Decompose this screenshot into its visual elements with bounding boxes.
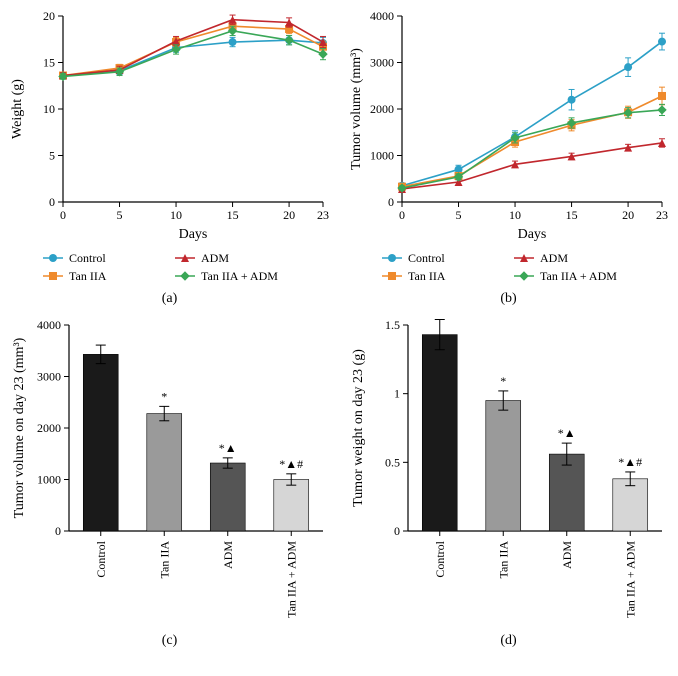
svg-text:Days: Days — [178, 227, 207, 242]
svg-text:ADM: ADM — [559, 541, 573, 569]
svg-text:Control: Control — [432, 540, 446, 577]
panel-d-tag: (d) — [500, 633, 516, 649]
bar-tumor-weight-day23: 0 0.5 1 1.5 Tumor weight on day 23 (g) Contro… — [344, 311, 674, 631]
svg-text:1000: 1000 — [370, 149, 394, 163]
panel-b: 0 5 10 15 20 23 0 1000 2000 3000 4000 Days Tumor vol… — [339, 0, 678, 307]
panel-c: 0 1000 2000 3000 4000 Tumor volume on day 23 … — [0, 307, 339, 649]
chart-weight-vs-days: 0 5 10 15 20 23 0 5 10 15 20 Days Weight (g) — [5, 4, 335, 244]
figure-grid: 051015202305101520DaysWeight (g) Control… — [0, 0, 678, 649]
svg-text:20: 20 — [43, 9, 55, 23]
svg-text:1.5: 1.5 — [385, 318, 400, 332]
chart-tumor-volume-vs-days: 0 5 10 15 20 23 0 1000 2000 3000 4000 Days Tumor vol… — [344, 4, 674, 244]
svg-text:20: 20 — [283, 208, 295, 222]
legend-a: Control Tan IIA ADM Tan IIA + ADM — [5, 244, 335, 289]
svg-text:*: * — [161, 389, 167, 403]
panel-c-tag: (c) — [162, 633, 178, 649]
svg-text:10: 10 — [170, 208, 182, 222]
svg-text:0: 0 — [399, 208, 405, 222]
svg-text:0: 0 — [55, 524, 61, 538]
svg-text:0: 0 — [388, 195, 394, 209]
bar-tumor-volume-day23: 0 1000 2000 3000 4000 Tumor volume on day 23 … — [5, 311, 335, 631]
svg-text:15: 15 — [43, 56, 55, 70]
svg-text:Tumor volume on day 23 (mm³): Tumor volume on day 23 (mm³) — [12, 337, 27, 518]
svg-text:*▲: *▲ — [557, 426, 575, 440]
panel-d: 0 0.5 1 1.5 Tumor weight on day 23 (g) Contro… — [339, 307, 678, 649]
svg-text:4000: 4000 — [37, 318, 61, 332]
svg-text:23: 23 — [656, 208, 668, 222]
svg-text:*: * — [500, 374, 506, 388]
svg-text:0: 0 — [49, 195, 55, 209]
panel-a: 0 5 10 15 20 23 0 5 10 15 20 Days Weight (g) Control… — [0, 0, 339, 307]
svg-text:Tan IIA: Tan IIA — [157, 541, 171, 579]
svg-text:3000: 3000 — [370, 56, 394, 70]
svg-text:Tan IIA + ADM: Tan IIA + ADM — [201, 269, 278, 283]
svg-text:5: 5 — [49, 149, 55, 163]
legend-b: Control Tan IIA ADM Tan IIA + ADM — [344, 244, 674, 289]
svg-text:Tan IIA: Tan IIA — [69, 269, 107, 283]
svg-text:Control: Control — [69, 251, 106, 265]
svg-text:*▲#: *▲# — [618, 455, 642, 469]
svg-text:*▲: *▲ — [218, 441, 236, 455]
panel-b-tag: (b) — [500, 291, 516, 307]
svg-text:23: 23 — [317, 208, 329, 222]
svg-text:ADM: ADM — [201, 251, 229, 265]
svg-text:0: 0 — [60, 208, 66, 222]
svg-text:Control: Control — [408, 251, 445, 265]
svg-text:10: 10 — [43, 102, 55, 116]
svg-text:Control: Control — [93, 540, 107, 577]
svg-text:5: 5 — [116, 208, 122, 222]
svg-text:Tumor weight on day 23 (g): Tumor weight on day 23 (g) — [351, 349, 366, 507]
svg-text:ADM: ADM — [540, 251, 568, 265]
svg-text:Tan IIA: Tan IIA — [496, 541, 510, 579]
svg-text:1: 1 — [394, 387, 400, 401]
svg-text:1000: 1000 — [37, 473, 61, 487]
svg-text:Tan IIA: Tan IIA — [408, 269, 446, 283]
svg-text:15: 15 — [226, 208, 238, 222]
svg-text:3000: 3000 — [37, 370, 61, 384]
svg-text:Tan IIA + ADM: Tan IIA + ADM — [623, 541, 637, 618]
svg-text:15: 15 — [565, 208, 577, 222]
svg-text:4000: 4000 — [370, 9, 394, 23]
svg-text:5: 5 — [455, 208, 461, 222]
svg-text:2000: 2000 — [370, 102, 394, 116]
svg-text:Tan IIA + ADM: Tan IIA + ADM — [540, 269, 617, 283]
svg-text:20: 20 — [622, 208, 634, 222]
svg-text:Tumor volume (mm³): Tumor volume (mm³) — [349, 48, 364, 170]
svg-text:Weight (g): Weight (g) — [10, 79, 25, 139]
svg-text:Days: Days — [517, 227, 546, 242]
svg-text:Tan IIA + ADM: Tan IIA + ADM — [284, 541, 298, 618]
svg-text:0.5: 0.5 — [385, 455, 400, 469]
svg-text:0: 0 — [394, 524, 400, 538]
panel-a-tag: (a) — [162, 291, 178, 307]
svg-text:ADM: ADM — [220, 541, 234, 569]
svg-text:2000: 2000 — [37, 421, 61, 435]
svg-text:*▲#: *▲# — [279, 457, 303, 471]
svg-text:10: 10 — [509, 208, 521, 222]
